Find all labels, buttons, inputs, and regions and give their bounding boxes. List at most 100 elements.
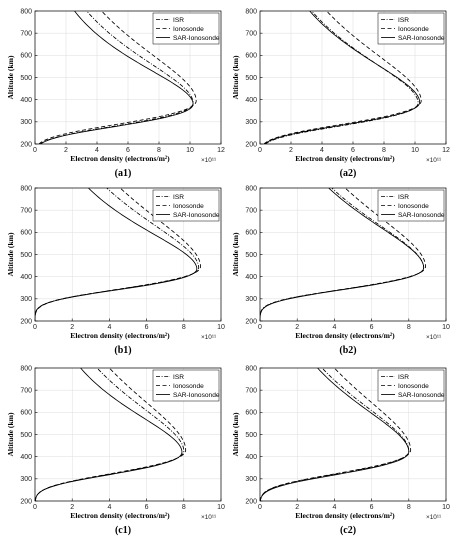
x-tick-label: 6 bbox=[145, 504, 149, 511]
y-tick-label: 400 bbox=[20, 97, 32, 104]
x-tick-label: 0 bbox=[33, 147, 37, 154]
y-tick-label: 600 bbox=[245, 53, 257, 60]
y-tick-label: 800 bbox=[20, 8, 32, 15]
x-tick-label: 6 bbox=[145, 324, 149, 331]
y-tick-label: 800 bbox=[245, 8, 257, 15]
plot-frame bbox=[34, 187, 222, 322]
series-line-isr bbox=[265, 11, 419, 144]
x-axis-exponent: ×10¹¹ bbox=[201, 157, 216, 164]
y-tick-label: 700 bbox=[245, 208, 257, 215]
legend-label: ISR bbox=[398, 374, 409, 381]
x-tick-label: 6 bbox=[370, 324, 374, 331]
x-tick-label: 8 bbox=[182, 324, 186, 331]
panel-label: (a1) bbox=[115, 168, 132, 179]
legend-label: ISR bbox=[173, 374, 184, 381]
x-axis-exponent: ×10¹¹ bbox=[201, 334, 216, 341]
panel-label: (a2) bbox=[340, 168, 357, 179]
series-line-sar-ionosonde bbox=[260, 368, 410, 501]
y-tick-label: 800 bbox=[245, 365, 257, 372]
x-axis-label: Electron density (electrons/m²) bbox=[70, 511, 170, 520]
y-tick-label: 800 bbox=[20, 185, 32, 192]
x-tick-label: 4 bbox=[332, 504, 336, 511]
chart-panel-b2: 0 2 4 6 8 10 200 300 400 500 600 700 800 ISR Ionosonde… bbox=[231, 185, 450, 356]
y-tick-label: 500 bbox=[245, 432, 257, 439]
plot-frame bbox=[34, 367, 222, 502]
plot-frame bbox=[259, 10, 447, 145]
x-tick-label: 10 bbox=[442, 504, 450, 511]
chart-panel-a1: 0 2 4 6 8 10 12 200 300 400 500 600 700 800 ISR Ionoson… bbox=[6, 8, 225, 179]
x-tick-label: 6 bbox=[351, 147, 355, 154]
y-tick-label: 300 bbox=[245, 476, 257, 483]
series-line-isr bbox=[35, 368, 185, 501]
y-tick-label: 200 bbox=[245, 318, 257, 325]
x-tick-label: 2 bbox=[70, 324, 74, 331]
y-tick-label: 400 bbox=[245, 274, 257, 281]
legend-label: Ionosonde bbox=[173, 383, 204, 390]
y-tick-label: 200 bbox=[20, 318, 32, 325]
x-tick-label: 10 bbox=[411, 147, 419, 154]
y-axis-label: Altitude (km) bbox=[231, 412, 240, 457]
x-tick-label: 8 bbox=[407, 324, 411, 331]
y-tick-label: 600 bbox=[20, 410, 32, 417]
x-tick-label: 10 bbox=[186, 147, 194, 154]
legend-label: Ionosonde bbox=[398, 383, 429, 390]
x-tick-label: 0 bbox=[258, 147, 262, 154]
y-tick-label: 400 bbox=[20, 274, 32, 281]
x-tick-label: 2 bbox=[70, 504, 74, 511]
series-line-sar-ionosonde bbox=[35, 368, 183, 501]
series-line-sar-ionosonde bbox=[260, 188, 425, 321]
x-tick-label: 0 bbox=[33, 504, 37, 511]
y-axis-label: Altitude (km) bbox=[231, 55, 240, 100]
y-tick-label: 500 bbox=[20, 432, 32, 439]
y-axis-label: Altitude (km) bbox=[6, 412, 15, 457]
legend-label: ISR bbox=[173, 17, 184, 24]
legend-label: ISR bbox=[398, 17, 409, 24]
y-tick-label: 400 bbox=[245, 97, 257, 104]
legend-label: Ionosonde bbox=[173, 26, 204, 33]
x-tick-label: 2 bbox=[289, 147, 293, 154]
x-axis-exponent: ×10¹¹ bbox=[426, 157, 441, 164]
legend-label: SAR-Ionosonde bbox=[398, 212, 445, 219]
series-line-ionosonde bbox=[260, 368, 412, 501]
legend-label: SAR-Ionosonde bbox=[173, 212, 220, 219]
legend-label: SAR-Ionosonde bbox=[173, 392, 220, 399]
y-tick-label: 300 bbox=[20, 119, 32, 126]
x-tick-label: 10 bbox=[217, 324, 225, 331]
legend-label: Ionosonde bbox=[173, 203, 204, 210]
x-axis-label: Electron density (electrons/m²) bbox=[70, 154, 170, 163]
y-tick-label: 500 bbox=[245, 252, 257, 259]
chart-panel-c1: 0 2 4 6 8 10 200 300 400 500 600 700 800 ISR Ionosonde… bbox=[6, 365, 225, 536]
y-tick-label: 800 bbox=[245, 185, 257, 192]
series-line-sar-ionosonde bbox=[264, 11, 421, 144]
x-tick-label: 0 bbox=[33, 324, 37, 331]
y-tick-label: 300 bbox=[20, 476, 32, 483]
x-tick-label: 12 bbox=[442, 147, 450, 154]
x-tick-label: 4 bbox=[95, 147, 99, 154]
x-tick-label: 12 bbox=[217, 147, 225, 154]
y-axis-label: Altitude (km) bbox=[231, 232, 240, 277]
y-tick-label: 600 bbox=[245, 410, 257, 417]
x-tick-label: 4 bbox=[107, 324, 111, 331]
y-tick-label: 400 bbox=[20, 454, 32, 461]
legend-label: Ionosonde bbox=[398, 203, 429, 210]
x-tick-label: 2 bbox=[295, 324, 299, 331]
legend-label: SAR-Ionosonde bbox=[173, 35, 220, 42]
plot-frame bbox=[34, 10, 222, 145]
y-axis-label: Altitude (km) bbox=[6, 232, 15, 277]
chart-panel-c2: 0 2 4 6 8 10 200 300 400 500 600 700 800 ISR Ionosonde… bbox=[231, 365, 450, 536]
y-tick-label: 700 bbox=[245, 388, 257, 395]
x-tick-label: 6 bbox=[126, 147, 130, 154]
y-tick-label: 700 bbox=[20, 208, 32, 215]
y-tick-label: 600 bbox=[245, 230, 257, 237]
x-tick-label: 10 bbox=[217, 504, 225, 511]
y-tick-label: 500 bbox=[245, 75, 257, 82]
y-tick-label: 700 bbox=[245, 31, 257, 38]
y-tick-label: 800 bbox=[20, 365, 32, 372]
x-axis-label: Electron density (electrons/m²) bbox=[295, 331, 395, 340]
y-tick-label: 200 bbox=[20, 498, 32, 505]
series-line-sar-ionosonde bbox=[35, 188, 198, 321]
chart-panel-b1: 0 2 4 6 8 10 200 300 400 500 600 700 800 ISR Ionosonde… bbox=[6, 185, 225, 356]
plot-frame bbox=[259, 187, 447, 322]
legend-label: SAR-Ionosonde bbox=[398, 35, 445, 42]
